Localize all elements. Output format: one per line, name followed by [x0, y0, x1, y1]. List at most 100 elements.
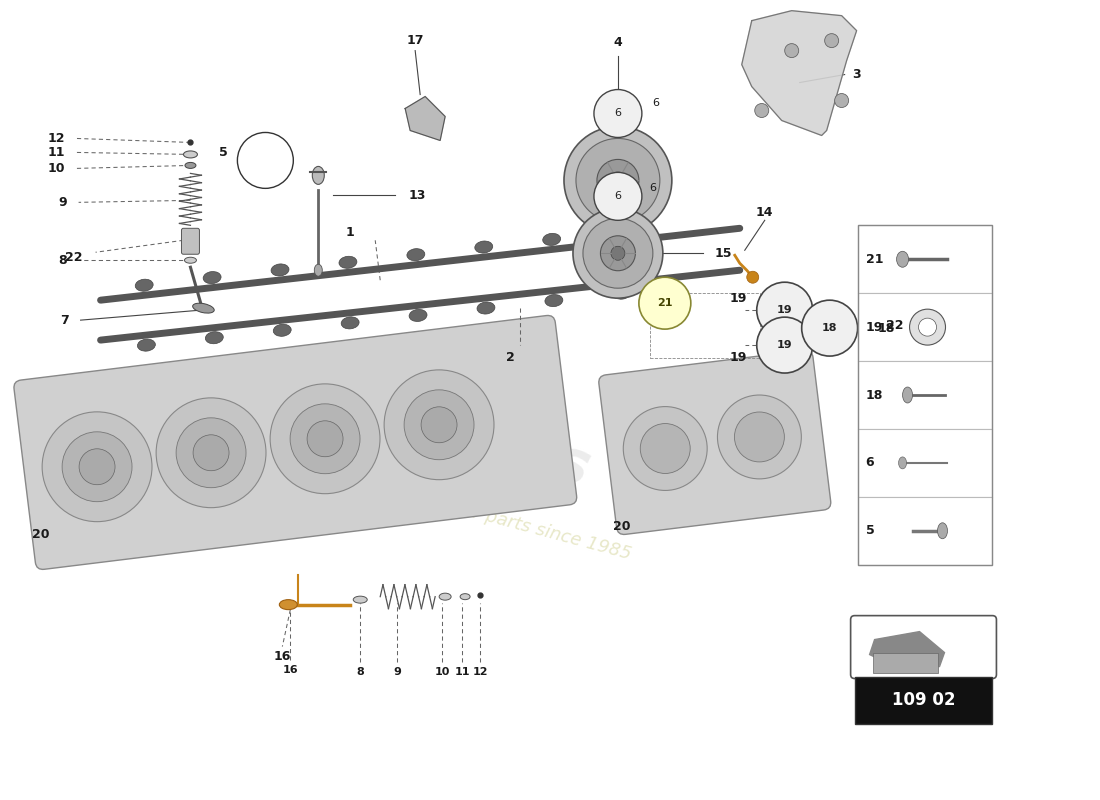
Circle shape — [573, 208, 663, 298]
Text: 19: 19 — [777, 340, 792, 350]
Text: 6: 6 — [866, 456, 874, 470]
Circle shape — [717, 395, 801, 479]
Text: 3: 3 — [852, 68, 861, 81]
FancyBboxPatch shape — [850, 616, 997, 678]
Circle shape — [62, 432, 132, 502]
Text: 11: 11 — [454, 666, 470, 677]
Text: 21: 21 — [866, 253, 883, 266]
Ellipse shape — [899, 457, 906, 469]
Circle shape — [910, 309, 946, 345]
Text: 20: 20 — [613, 520, 630, 534]
Text: 109 02: 109 02 — [892, 691, 955, 710]
Ellipse shape — [138, 339, 155, 351]
Circle shape — [597, 159, 639, 202]
Text: 12: 12 — [472, 666, 487, 677]
Ellipse shape — [206, 332, 223, 344]
Circle shape — [307, 421, 343, 457]
Text: 6: 6 — [649, 183, 657, 194]
FancyBboxPatch shape — [855, 677, 992, 725]
Text: 16: 16 — [283, 665, 298, 674]
FancyBboxPatch shape — [14, 315, 576, 570]
FancyBboxPatch shape — [872, 653, 937, 673]
Circle shape — [640, 423, 690, 474]
Ellipse shape — [544, 294, 563, 306]
Text: 18: 18 — [822, 323, 837, 333]
Ellipse shape — [135, 279, 153, 291]
Circle shape — [747, 271, 759, 283]
Circle shape — [784, 44, 799, 58]
Circle shape — [583, 218, 653, 288]
FancyBboxPatch shape — [858, 361, 992, 429]
Text: 14: 14 — [756, 206, 773, 219]
Ellipse shape — [315, 264, 322, 276]
Circle shape — [404, 390, 474, 460]
Ellipse shape — [185, 258, 197, 263]
Ellipse shape — [279, 600, 297, 610]
Ellipse shape — [341, 317, 359, 329]
Ellipse shape — [273, 324, 292, 336]
Polygon shape — [741, 10, 857, 135]
Polygon shape — [870, 631, 945, 666]
Circle shape — [176, 418, 246, 488]
Ellipse shape — [353, 596, 367, 603]
Circle shape — [576, 138, 660, 222]
Ellipse shape — [477, 302, 495, 314]
Circle shape — [384, 370, 494, 480]
Ellipse shape — [339, 256, 356, 268]
Text: 8: 8 — [58, 254, 67, 266]
Text: 13: 13 — [408, 189, 426, 202]
Text: 17: 17 — [406, 34, 424, 47]
Text: 19: 19 — [777, 305, 792, 315]
Ellipse shape — [475, 241, 493, 253]
Text: 6: 6 — [652, 98, 659, 107]
Circle shape — [802, 300, 858, 356]
Text: 12: 12 — [47, 132, 65, 145]
Ellipse shape — [192, 303, 215, 313]
Text: 16: 16 — [274, 650, 292, 663]
Text: 18: 18 — [866, 389, 883, 402]
Ellipse shape — [610, 226, 628, 238]
Text: 4: 4 — [614, 36, 623, 49]
Circle shape — [757, 282, 813, 338]
FancyBboxPatch shape — [858, 293, 992, 361]
Text: 11: 11 — [47, 146, 65, 159]
Text: 15: 15 — [715, 246, 733, 260]
Text: eu10parts: eu10parts — [262, 341, 598, 499]
Circle shape — [624, 406, 707, 490]
Circle shape — [825, 34, 838, 48]
Circle shape — [290, 404, 360, 474]
Circle shape — [79, 449, 116, 485]
Text: 9: 9 — [394, 666, 402, 677]
Text: 19: 19 — [729, 350, 747, 363]
Ellipse shape — [613, 287, 630, 299]
Ellipse shape — [896, 251, 909, 267]
Ellipse shape — [439, 593, 451, 600]
Circle shape — [918, 318, 936, 336]
Text: 2: 2 — [506, 350, 515, 363]
Ellipse shape — [409, 310, 427, 322]
Circle shape — [594, 90, 642, 138]
Text: 6: 6 — [615, 109, 622, 118]
Text: 21: 21 — [657, 298, 672, 308]
Ellipse shape — [903, 387, 913, 403]
Circle shape — [564, 126, 672, 234]
Ellipse shape — [271, 264, 289, 276]
FancyBboxPatch shape — [858, 429, 992, 497]
Circle shape — [271, 384, 380, 494]
Circle shape — [42, 412, 152, 522]
Ellipse shape — [460, 594, 470, 600]
Ellipse shape — [407, 249, 425, 261]
Text: a passion for parts since 1985: a passion for parts since 1985 — [366, 476, 634, 564]
Ellipse shape — [185, 162, 196, 169]
Text: 19: 19 — [866, 321, 883, 334]
FancyBboxPatch shape — [858, 497, 992, 565]
Circle shape — [755, 103, 769, 118]
Circle shape — [156, 398, 266, 508]
Circle shape — [194, 434, 229, 470]
Text: 5: 5 — [219, 146, 228, 159]
Polygon shape — [405, 97, 446, 141]
Circle shape — [594, 172, 642, 220]
Text: 19: 19 — [729, 292, 747, 305]
Ellipse shape — [937, 522, 947, 538]
Text: 7: 7 — [59, 314, 68, 326]
